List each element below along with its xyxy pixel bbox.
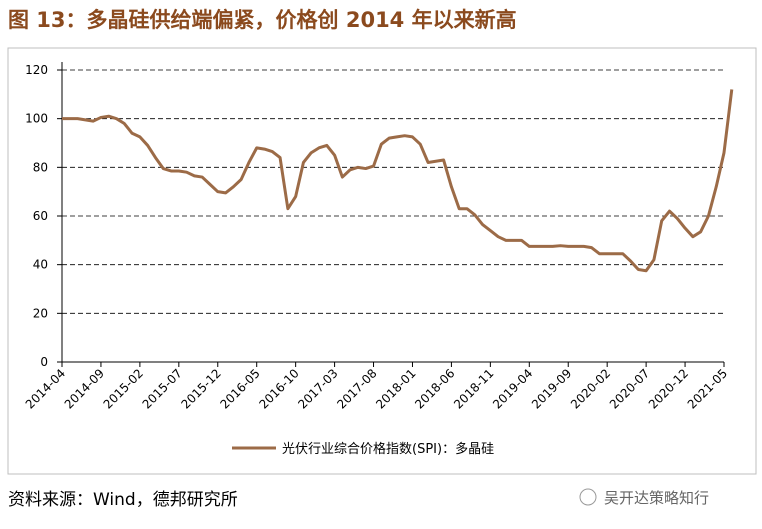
x-tick-label: 2017-08 (334, 366, 379, 411)
source: 资料来源：Wind，德邦研究所 (8, 490, 238, 510)
x-tick-label: 2014-09 (62, 366, 107, 411)
y-tick-label: 0 (40, 355, 48, 369)
x-tick-label: 2018-11 (451, 366, 496, 411)
x-tick-label: 2017-03 (295, 366, 340, 411)
y-tick-label: 40 (33, 258, 48, 272)
y-tick-label: 100 (25, 112, 48, 126)
x-tick-label: 2016-10 (256, 366, 301, 411)
x-tick-label: 2019-09 (529, 366, 574, 411)
chart-title: 图 13：多晶硅供给端偏紧，价格创 2014 年以来新高 (8, 8, 517, 32)
watermark: 吴开达策略知行 (604, 489, 709, 507)
x-tick-label: 2015-07 (140, 366, 185, 411)
x-tick-label: 2014-04 (23, 366, 68, 411)
x-tick-label: 2015-02 (101, 366, 146, 411)
x-tick-label: 2020-02 (568, 366, 613, 411)
x-tick-label: 2020-07 (607, 366, 652, 411)
y-tick-label: 60 (33, 209, 48, 223)
y-tick-label: 20 (33, 306, 48, 320)
x-tick-label: 2018-01 (373, 366, 418, 411)
x-tick-label: 2019-04 (490, 366, 535, 411)
y-tick-label: 120 (25, 63, 48, 77)
watermark-icon (579, 488, 597, 506)
y-tick-label: 80 (33, 160, 48, 174)
x-tick-label: 2016-05 (217, 366, 262, 411)
x-tick-label: 2015-12 (179, 366, 224, 411)
chart-frame (7, 47, 757, 475)
legend-label: 光伏行业综合价格指数(SPI)：多晶硅 (282, 441, 494, 457)
line (62, 89, 734, 273)
x-tick-label: 2021-05 (685, 366, 730, 411)
x-tick-label: 2018-06 (412, 366, 457, 411)
x-tick-label: 2020-12 (646, 366, 691, 411)
